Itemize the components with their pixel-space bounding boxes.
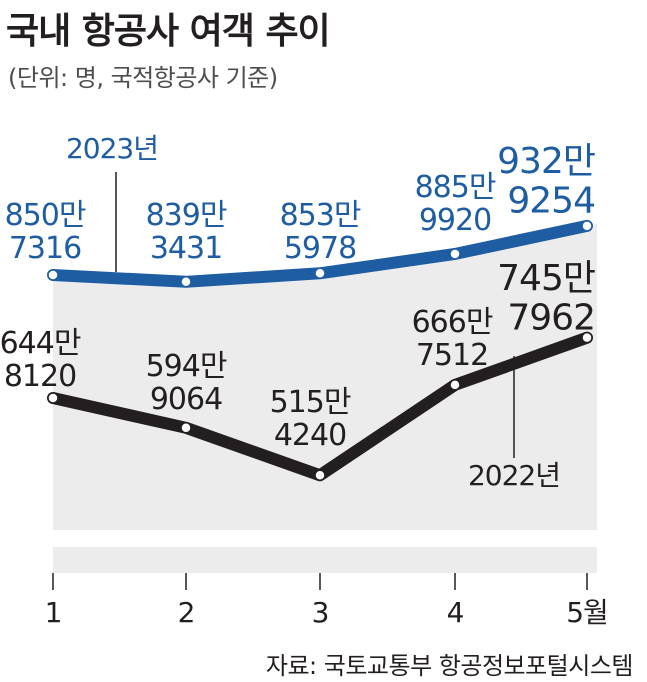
unit-note: (단위: 명, 국적항공사 기준): [8, 64, 278, 92]
data-label-2023-3: 853만 5978: [280, 198, 361, 266]
point-2022-3: [314, 469, 326, 482]
point-2023-3: [314, 267, 326, 280]
axis-band: [53, 547, 597, 573]
data-label-2022-5: 745만 7962: [497, 258, 595, 339]
x-tick-label-2: 2: [178, 596, 195, 629]
data-label-2023-4: 885만 9920: [415, 170, 496, 238]
x-tick-label-5: 5월: [566, 596, 608, 629]
point-2022-5: [581, 331, 593, 344]
point-2023-5: [581, 220, 593, 232]
point-2022-4: [449, 379, 461, 391]
chart-title: 국내 항공사 여객 추이: [6, 11, 331, 52]
data-label-2022-2: 594만 9064: [146, 349, 227, 417]
plot-background: [53, 223, 597, 530]
series-label-2022: 2022년: [468, 459, 560, 492]
source-note: 자료: 국토교통부 항공정보포털시스템: [265, 652, 634, 680]
point-2023-1: [47, 269, 59, 281]
x-tick-label-4: 4: [447, 596, 464, 629]
x-tick-label-3: 3: [312, 596, 329, 629]
point-2022-1: [47, 392, 59, 404]
series-label-2023: 2023년: [66, 132, 158, 165]
data-label-2022-4: 666만 7512: [412, 305, 493, 373]
data-label-2023-1: 850만 7316: [5, 198, 86, 266]
point-2023-2: [180, 276, 192, 288]
data-label-2022-1: 644만 8120: [0, 326, 81, 394]
data-label-2022-3: 515만 4240: [270, 385, 351, 453]
data-label-2023-5: 932만 9254: [497, 141, 595, 222]
point-2022-2: [180, 422, 192, 434]
x-tick-label-1: 1: [45, 596, 62, 629]
data-label-2023-2: 839만 3431: [146, 198, 227, 266]
point-2023-4: [449, 248, 461, 260]
